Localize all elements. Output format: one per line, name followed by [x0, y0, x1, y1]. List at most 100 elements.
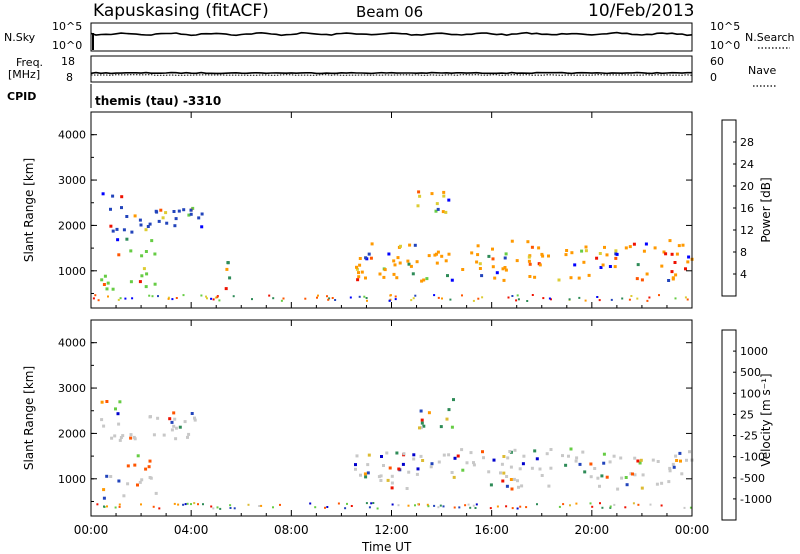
beam-label: Beam 06 — [356, 3, 423, 21]
echo-cell — [526, 240, 530, 244]
echo-cell — [105, 400, 109, 403]
echo-cell — [639, 458, 643, 462]
echo-cell — [582, 260, 586, 264]
echo-cell — [94, 294, 97, 297]
x-tick-label: 00:00 — [675, 523, 710, 537]
echo-cell — [216, 506, 219, 509]
echo-cell — [355, 454, 359, 458]
echo-cell — [670, 270, 674, 274]
echo-cell — [435, 202, 439, 206]
echo-cell — [489, 507, 492, 510]
nsearch-tick-bottom: 10^0 — [710, 39, 740, 52]
echo-cell — [521, 462, 525, 466]
echo-cell — [630, 295, 633, 297]
power-panel: 4000 3000 2000 1000 Slant Range [km] — [22, 111, 694, 309]
colorbar-tick-label: 28 — [740, 136, 754, 149]
echo-cell — [577, 276, 581, 280]
echo-cell — [356, 278, 360, 282]
echo-cell — [509, 465, 513, 469]
echo-cell — [139, 223, 143, 227]
echo-cell — [433, 294, 436, 297]
echo-cell — [456, 454, 460, 458]
echo-cell — [610, 298, 613, 301]
echo-cell — [370, 242, 374, 246]
echo-cell — [358, 257, 362, 260]
echo-cell — [570, 251, 574, 255]
echo-cell — [178, 425, 182, 429]
echo-cell — [358, 263, 362, 267]
echo-cell — [117, 298, 120, 301]
echo-cell — [461, 468, 465, 472]
echo-cell — [658, 294, 660, 297]
echo-cell — [184, 503, 187, 506]
x-tick-label: 20:00 — [575, 523, 610, 537]
echo-cell — [392, 259, 396, 263]
echo-cell — [117, 422, 121, 426]
echo-cell — [589, 502, 592, 505]
echo-cell — [107, 295, 109, 298]
echo-cell — [418, 426, 421, 430]
echo-cell — [474, 507, 477, 509]
echo-cell — [620, 476, 624, 480]
echo-cell — [439, 504, 442, 507]
echo-cell — [519, 505, 522, 508]
echo-cell — [154, 209, 158, 213]
velocity-echoes — [96, 398, 694, 510]
echo-cell — [501, 479, 505, 483]
echo-cell — [148, 222, 152, 226]
echo-cell — [612, 454, 616, 458]
echo-cell — [601, 263, 605, 267]
echo-cell — [162, 433, 166, 437]
echo-cell — [609, 506, 612, 509]
echo-cell — [427, 254, 431, 258]
echo-cell — [426, 503, 429, 506]
echo-cell — [651, 458, 655, 462]
echo-cell — [440, 254, 444, 258]
echo-cell — [436, 250, 440, 254]
echo-cell — [150, 239, 154, 243]
echo-cell — [548, 297, 551, 300]
echo-cell — [157, 295, 159, 298]
echo-cell — [126, 482, 130, 486]
echo-cell — [561, 454, 564, 458]
echo-cell — [393, 263, 397, 267]
echo-cell — [151, 295, 154, 298]
echo-cell — [131, 297, 134, 300]
cpid-program: themis (tau) -3310 — [95, 94, 221, 108]
echo-cell — [447, 252, 451, 256]
echo-cell — [615, 252, 619, 256]
echo-cell — [482, 456, 485, 460]
echo-cell — [386, 478, 390, 482]
echo-cell — [126, 464, 130, 468]
echo-cell — [173, 502, 176, 505]
echo-cell — [575, 502, 578, 505]
echo-cell — [97, 299, 100, 302]
echo-cell — [518, 467, 522, 471]
echo-cell — [382, 464, 385, 467]
echo-cell — [382, 275, 386, 279]
echo-cell — [364, 276, 367, 280]
echo-cell — [434, 209, 438, 213]
echo-cell — [547, 484, 551, 488]
echo-cell — [174, 426, 178, 430]
echo-cell — [684, 296, 687, 299]
echo-cell — [564, 253, 568, 257]
echo-cell — [197, 503, 199, 506]
echo-cell — [667, 480, 671, 484]
freq-unit-label: [MHz] — [8, 68, 40, 81]
echo-cell — [446, 274, 449, 278]
echo-cell — [392, 272, 396, 276]
echo-cell — [385, 451, 389, 455]
echo-cell — [538, 263, 542, 267]
echo-cell — [144, 285, 148, 289]
echo-cell — [189, 212, 193, 216]
echo-cell — [472, 463, 476, 467]
echo-cell — [119, 297, 122, 300]
echo-cell — [450, 425, 454, 429]
echo-cell — [357, 275, 361, 279]
echo-cell — [642, 249, 646, 253]
echo-cell — [538, 467, 542, 471]
echo-cell — [528, 275, 532, 278]
echo-cell — [407, 262, 411, 266]
